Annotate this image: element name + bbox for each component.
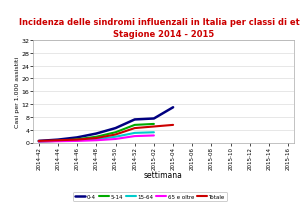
- Line: 65 e oltre: 65 e oltre: [39, 136, 154, 142]
- Y-axis label: Casi per 1.000 assistiti: Casi per 1.000 assistiti: [15, 57, 20, 127]
- 65 e oltre: [152, 135, 156, 137]
- 5-14: [37, 141, 40, 143]
- 0-4: [152, 118, 156, 120]
- 65 e oltre: [75, 140, 79, 142]
- 0-4: [56, 139, 60, 141]
- Line: 0-4: 0-4: [39, 108, 173, 141]
- Line: 5-14: 5-14: [39, 124, 154, 142]
- 65 e oltre: [133, 135, 136, 138]
- 65 e oltre: [94, 139, 98, 142]
- 5-14: [133, 124, 136, 126]
- 65 e oltre: [37, 141, 40, 143]
- 5-14: [75, 138, 79, 141]
- 5-14: [114, 131, 117, 134]
- 0-4: [114, 127, 117, 130]
- Totale: [171, 124, 175, 126]
- Line: 15-64: 15-64: [39, 133, 154, 142]
- Title: Incidenza delle sindromi influenzali in Italia per classi di età.
Stagione 2014 : Incidenza delle sindromi influenzali in …: [19, 18, 300, 39]
- Totale: [133, 127, 136, 130]
- 15-64: [94, 138, 98, 141]
- Legend: 0-4, 5-14, 15-64, 65 e oltre, Totale: 0-4, 5-14, 15-64, 65 e oltre, Totale: [73, 192, 227, 201]
- Totale: [94, 137, 98, 140]
- 0-4: [133, 119, 136, 121]
- X-axis label: settimana: settimana: [144, 171, 183, 180]
- Line: Totale: Totale: [39, 125, 173, 141]
- 0-4: [75, 136, 79, 139]
- 5-14: [56, 140, 60, 142]
- 15-64: [133, 132, 136, 134]
- 65 e oltre: [56, 140, 60, 143]
- 65 e oltre: [114, 138, 117, 141]
- 15-64: [37, 140, 40, 143]
- Totale: [75, 139, 79, 141]
- 0-4: [37, 140, 40, 142]
- 15-64: [114, 136, 117, 138]
- 15-64: [75, 139, 79, 142]
- 15-64: [56, 140, 60, 142]
- Totale: [37, 140, 40, 142]
- 5-14: [152, 123, 156, 125]
- 0-4: [171, 106, 175, 109]
- Totale: [114, 134, 117, 136]
- 15-64: [152, 131, 156, 134]
- Totale: [152, 126, 156, 128]
- 5-14: [94, 136, 98, 138]
- Totale: [56, 139, 60, 142]
- 0-4: [94, 133, 98, 135]
